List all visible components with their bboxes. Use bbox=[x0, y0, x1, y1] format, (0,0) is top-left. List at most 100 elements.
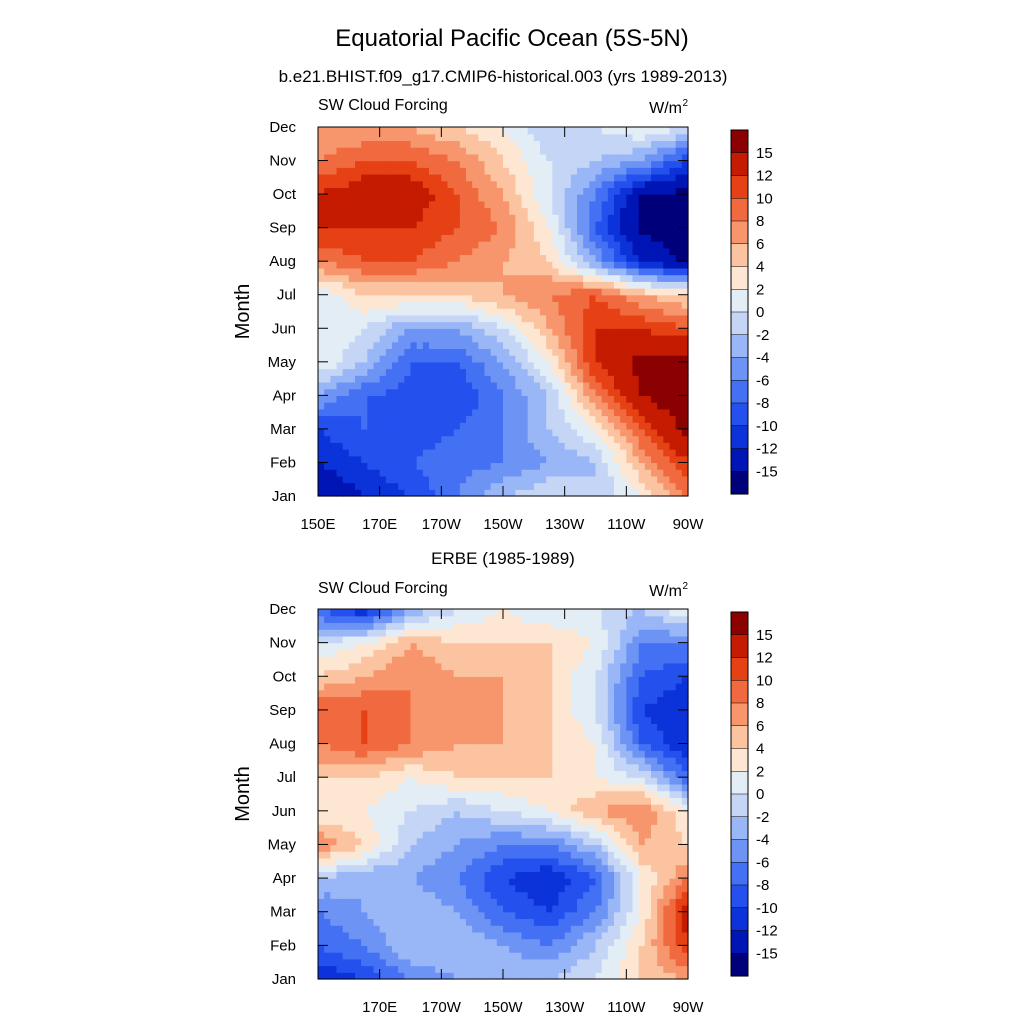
heatmap-cell bbox=[373, 931, 381, 940]
heatmap-cell bbox=[490, 308, 498, 316]
heatmap-cell bbox=[472, 241, 479, 249]
heatmap-cell bbox=[392, 180, 399, 188]
heatmap-cell bbox=[478, 857, 486, 866]
heatmap-cell bbox=[410, 911, 418, 920]
heatmap-cell bbox=[626, 945, 634, 953]
heatmap-cell bbox=[441, 254, 449, 262]
heatmap-cell bbox=[453, 462, 461, 470]
heatmap-cell bbox=[663, 952, 671, 960]
heatmap-cell bbox=[632, 482, 640, 490]
heatmap-cell bbox=[614, 462, 621, 470]
heatmap-cell bbox=[583, 864, 590, 872]
heatmap-cell bbox=[583, 918, 590, 926]
heatmap-cell bbox=[577, 381, 584, 390]
heatmap-cell bbox=[669, 965, 677, 973]
heatmap-cell bbox=[607, 817, 615, 825]
heatmap-cell bbox=[583, 851, 590, 859]
heatmap-cell bbox=[583, 482, 590, 490]
heatmap-cell bbox=[385, 797, 393, 805]
heatmap-cell bbox=[324, 388, 331, 396]
heatmap-cell bbox=[361, 314, 368, 323]
heatmap-cell bbox=[607, 918, 615, 926]
heatmap-cell bbox=[626, 294, 634, 303]
heatmap-cell bbox=[484, 938, 492, 946]
heatmap-cell bbox=[398, 267, 405, 276]
heatmap-cell bbox=[540, 355, 547, 363]
heatmap-cell bbox=[675, 972, 683, 980]
heatmap-cell bbox=[324, 375, 331, 383]
heatmap-cell bbox=[367, 797, 375, 805]
heatmap-cell bbox=[663, 395, 671, 403]
heatmap-cell bbox=[416, 449, 424, 457]
heatmap-cell bbox=[459, 958, 467, 967]
heatmap-cell bbox=[626, 308, 634, 316]
heatmap-cell bbox=[669, 837, 677, 846]
heatmap-cell bbox=[385, 469, 393, 477]
heatmap-cell bbox=[472, 878, 479, 886]
heatmap-cell bbox=[478, 864, 486, 872]
heatmap-cell bbox=[373, 905, 381, 913]
heatmap-cell bbox=[663, 972, 671, 980]
heatmap-cell bbox=[472, 831, 479, 839]
heatmap-cell bbox=[644, 341, 652, 349]
heatmap-cell bbox=[373, 402, 381, 410]
heatmap-cell bbox=[583, 160, 590, 168]
heatmap-cell bbox=[361, 931, 368, 940]
heatmap-cell bbox=[540, 147, 547, 155]
heatmap-cell bbox=[490, 918, 498, 926]
heatmap-cell bbox=[681, 207, 689, 215]
heatmap-cell bbox=[515, 267, 523, 276]
heatmap-cell bbox=[478, 341, 486, 349]
heatmap-cell bbox=[416, 824, 424, 832]
heatmap-cell bbox=[466, 475, 473, 484]
heatmap-cell bbox=[644, 415, 652, 423]
heatmap-cell bbox=[638, 462, 646, 470]
heatmap-cell bbox=[595, 851, 603, 859]
heatmap-cell bbox=[416, 804, 424, 812]
heatmap-cell bbox=[558, 308, 566, 316]
heatmap-cell bbox=[540, 180, 547, 188]
heatmap-cell bbox=[367, 972, 375, 980]
heatmap-cell bbox=[441, 878, 449, 886]
heatmap-cell bbox=[607, 428, 615, 437]
heatmap-cell bbox=[355, 408, 362, 417]
heatmap-cell bbox=[410, 925, 418, 933]
heatmap-cell bbox=[367, 958, 375, 967]
heatmap-cell bbox=[546, 375, 553, 383]
heatmap-cell bbox=[355, 905, 362, 913]
heatmap-cell bbox=[681, 160, 689, 168]
heatmap-cell bbox=[348, 395, 356, 403]
heatmap-cell bbox=[342, 871, 350, 879]
heatmap-cell bbox=[361, 952, 368, 960]
heatmap-cell bbox=[459, 925, 467, 933]
heatmap-cell bbox=[459, 797, 467, 805]
heatmap-cell bbox=[348, 334, 356, 343]
heatmap-cell bbox=[441, 314, 449, 323]
heatmap-cell bbox=[472, 200, 479, 209]
heatmap-cell bbox=[422, 871, 430, 879]
heatmap-cell bbox=[607, 898, 615, 906]
heatmap-cell bbox=[416, 475, 424, 484]
heatmap-cell bbox=[503, 388, 510, 396]
heatmap-cell bbox=[638, 938, 646, 946]
heatmap-cell bbox=[540, 462, 547, 470]
heatmap-cell bbox=[459, 194, 467, 202]
heatmap-cell bbox=[355, 871, 362, 879]
heatmap-cell bbox=[435, 355, 442, 363]
heatmap-cell bbox=[675, 355, 683, 363]
heatmap-cell bbox=[663, 334, 671, 343]
heatmap-cell bbox=[342, 227, 350, 235]
heatmap-cell bbox=[385, 925, 393, 933]
heatmap-cell bbox=[453, 435, 461, 443]
heatmap-cell bbox=[614, 475, 621, 484]
heatmap-cell bbox=[324, 475, 331, 484]
heatmap-cell bbox=[607, 831, 615, 839]
heatmap-cell bbox=[447, 294, 455, 303]
heatmap-cell bbox=[435, 442, 442, 450]
heatmap-cell bbox=[355, 187, 362, 195]
heatmap-cell bbox=[638, 127, 646, 135]
heatmap-cell bbox=[410, 194, 418, 202]
heatmap-cell bbox=[441, 857, 449, 866]
heatmap-cell bbox=[651, 958, 658, 967]
heatmap-cell bbox=[429, 348, 436, 356]
